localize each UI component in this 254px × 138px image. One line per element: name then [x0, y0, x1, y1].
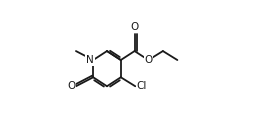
- Text: O: O: [67, 81, 75, 91]
- Text: Cl: Cl: [136, 81, 147, 91]
- Text: O: O: [131, 22, 139, 32]
- Text: N: N: [86, 55, 94, 65]
- Text: O: O: [144, 55, 152, 65]
